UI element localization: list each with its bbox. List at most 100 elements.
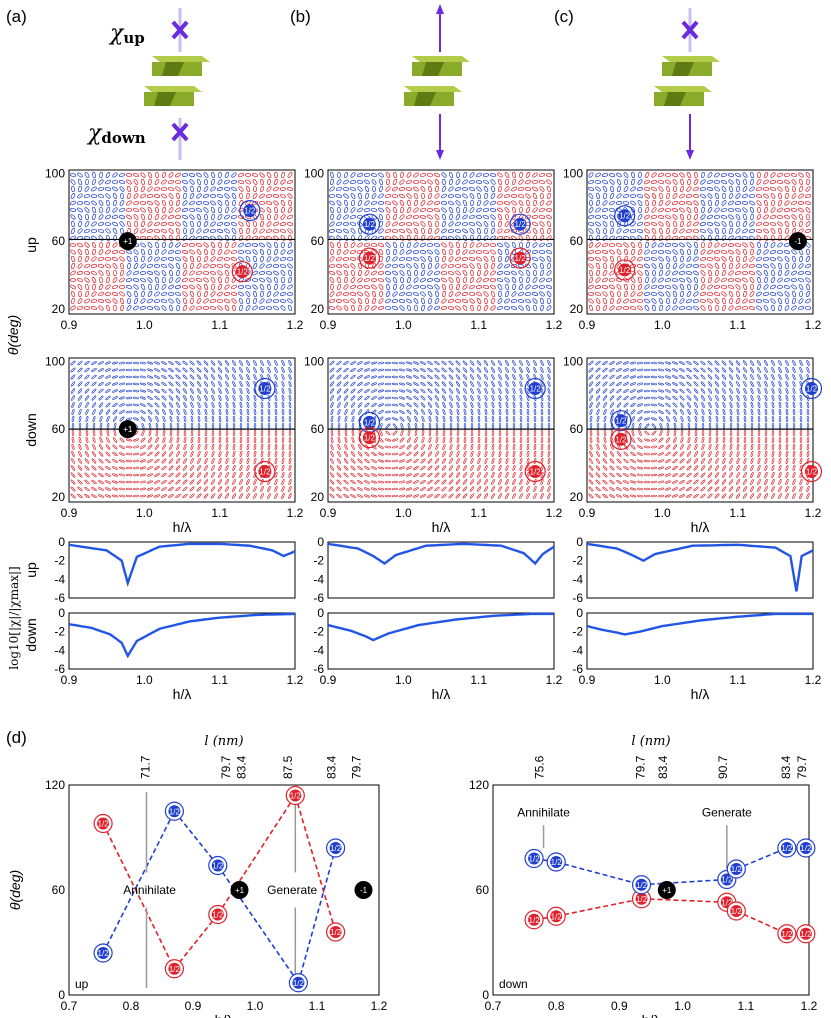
polarization-ellipse — [196, 207, 202, 213]
polarization-ellipse — [154, 382, 160, 386]
polarization-ellipse — [260, 486, 264, 492]
polarization-ellipse — [84, 298, 90, 304]
polarization-ellipse — [337, 206, 341, 214]
polarization-ellipse — [281, 408, 285, 416]
polarization-ellipse — [175, 486, 181, 492]
polarization-ellipse — [393, 206, 397, 214]
polarization-ellipse — [112, 277, 118, 283]
polarization-ellipse — [71, 395, 75, 401]
polarization-ellipse — [490, 179, 496, 185]
polarization-ellipse — [132, 410, 140, 414]
y-tick-label: 100 — [45, 354, 65, 368]
polarization-ellipse — [77, 284, 83, 290]
polarization-ellipse — [196, 305, 202, 311]
polarization-ellipse — [281, 276, 285, 284]
polarization-ellipse — [287, 249, 293, 255]
polarization-ellipse — [76, 306, 84, 310]
polarization-ellipse — [239, 472, 243, 478]
polarization-ellipse — [468, 187, 476, 191]
polarization-ellipse — [105, 172, 111, 178]
polarization-ellipse — [218, 450, 222, 458]
polarization-ellipse — [440, 201, 448, 205]
polarization-ellipse — [232, 479, 236, 485]
polarization-ellipse — [148, 416, 152, 422]
polarization-ellipse — [112, 172, 118, 178]
polarization-ellipse — [140, 263, 146, 269]
down-arrowhead — [686, 150, 694, 160]
polarization-ellipse — [238, 221, 244, 227]
polarization-ellipse — [85, 444, 89, 450]
polarization-ellipse — [69, 173, 77, 177]
polarization-ellipse — [342, 222, 350, 226]
polarization-ellipse — [462, 263, 468, 269]
x-tick-label: 1.1 — [729, 673, 746, 687]
polarization-ellipse — [203, 242, 209, 248]
polarization-ellipse — [181, 208, 189, 212]
polarization-ellipse — [232, 415, 236, 423]
x-tick-label: 1.2 — [546, 318, 563, 332]
polarization-ellipse — [357, 277, 363, 283]
polarization-ellipse — [161, 375, 167, 379]
polarization-ellipse — [448, 186, 454, 192]
polarization-ellipse — [455, 221, 461, 227]
polarization-ellipse — [428, 262, 432, 270]
polarization-ellipse — [167, 187, 175, 191]
polarization-ellipse — [448, 200, 454, 206]
polarization-ellipse — [218, 465, 222, 471]
polarization-ellipse — [153, 299, 161, 303]
polarization-ellipse — [216, 194, 224, 198]
polarization-ellipse — [197, 429, 201, 437]
polarization-ellipse — [413, 193, 419, 199]
polarization-ellipse — [232, 450, 236, 458]
log-chart: 0-2-4-60.9 1.0 1.1 1.2h/λ — [572, 606, 821, 702]
polarization-ellipse — [357, 242, 363, 248]
polarization-ellipse — [413, 242, 419, 248]
polarization-ellipse — [280, 249, 286, 255]
polarization-ellipse — [281, 394, 285, 402]
top-tick-label: 87.5 — [281, 755, 295, 779]
x-axis-label: h/λ — [173, 519, 192, 535]
polarization-ellipse — [260, 415, 264, 423]
polarization-ellipse — [71, 297, 75, 305]
polarization-ellipse — [279, 299, 287, 303]
polarization-ellipse — [211, 213, 215, 221]
polarization-ellipse — [98, 361, 104, 365]
polarization-ellipse — [476, 172, 482, 178]
polarization-ellipse — [274, 374, 278, 380]
cross-icon — [171, 20, 189, 40]
polarization-ellipse — [349, 222, 357, 226]
polarization-ellipse — [377, 271, 385, 275]
polarization-ellipse — [154, 270, 160, 276]
polarization-ellipse — [230, 215, 238, 219]
polarization-ellipse — [238, 256, 244, 262]
polarization-ellipse — [210, 367, 216, 373]
polarization-ellipse — [329, 186, 335, 192]
polarization-ellipse — [204, 395, 208, 401]
polarization-ellipse — [267, 486, 271, 492]
block-shadow — [664, 92, 686, 106]
chi-curve — [327, 612, 554, 642]
polarization-ellipse — [211, 283, 215, 291]
polarization-ellipse — [162, 444, 166, 450]
polarization-ellipse — [483, 270, 489, 276]
polarization-ellipse — [456, 206, 460, 214]
polarization-ellipse — [211, 450, 215, 458]
polarization-ellipse — [274, 248, 278, 256]
polarization-ellipse — [105, 375, 111, 379]
panel-d-layer: 0.70.80.91.01.11.2060120h/λθ(deg)l (nm)7… — [7, 734, 818, 1018]
polarization-ellipse — [217, 360, 223, 366]
polarization-ellipse — [259, 284, 265, 290]
block-shadow — [414, 92, 436, 106]
polarization-ellipse — [175, 263, 181, 269]
polarization-ellipse — [462, 249, 468, 255]
half-charge-label: 1/2 — [800, 844, 812, 853]
polarization-ellipse — [139, 473, 147, 477]
polarization-ellipse — [434, 172, 440, 178]
polarization-ellipse — [224, 228, 230, 234]
log-frame — [68, 612, 296, 670]
polarization-ellipse — [336, 179, 342, 185]
polarization-ellipse — [118, 459, 126, 463]
polarization-ellipse — [245, 249, 251, 255]
polarization-ellipse — [272, 194, 280, 198]
polarization-ellipse — [231, 172, 237, 178]
